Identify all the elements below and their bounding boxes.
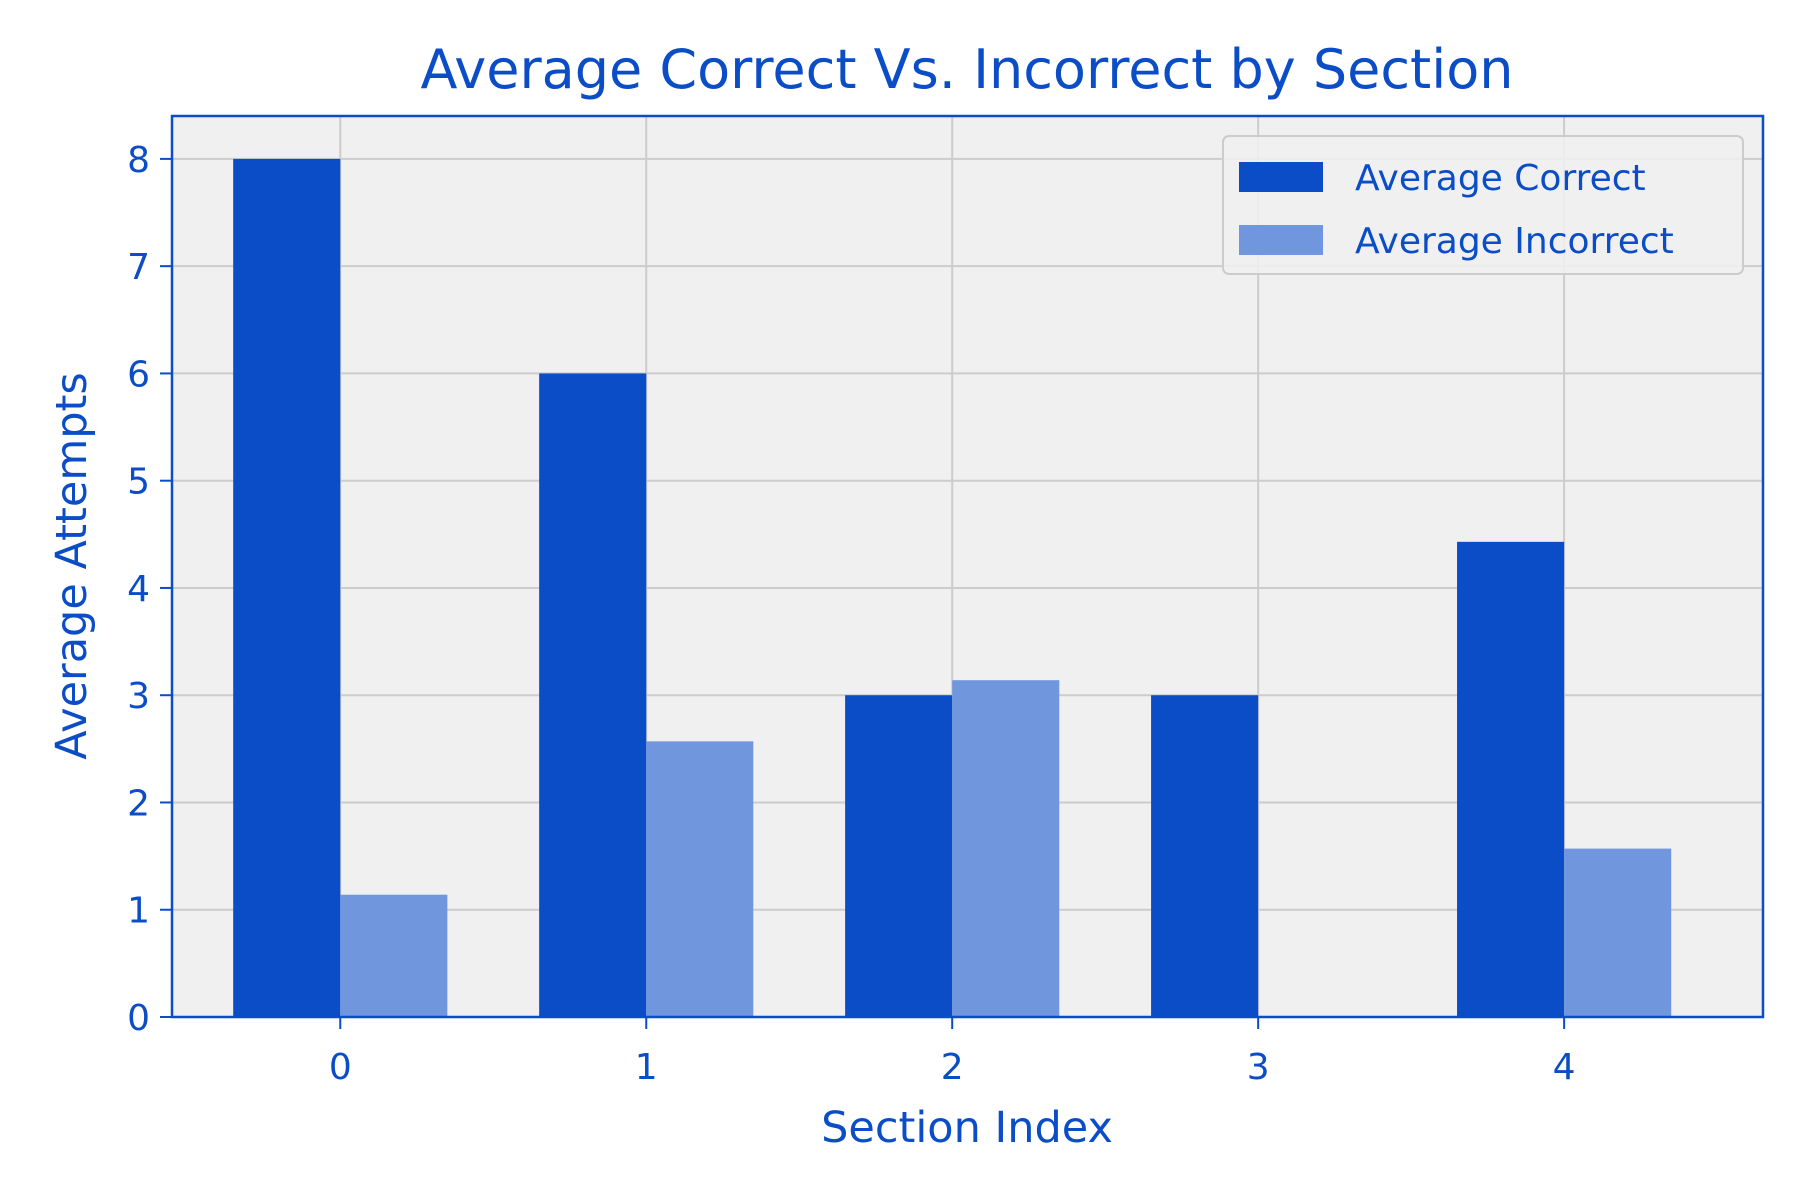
chart-title: Average Correct Vs. Incorrect by Section	[421, 38, 1514, 101]
y-tick-label: 2	[127, 783, 150, 824]
legend-label: Average Incorrect	[1355, 221, 1674, 262]
bar-average-incorrect-2	[952, 680, 1060, 1017]
y-tick-label: 8	[127, 140, 150, 181]
y-axis: 0 1 2 3 4 5 6 7 8	[127, 140, 172, 1039]
plot-frame	[170, 114, 1765, 1019]
y-tick-label: 3	[127, 676, 150, 717]
bar-average-incorrect-0	[340, 894, 448, 1017]
x-tick-label: 4	[1553, 1047, 1576, 1088]
legend-box	[1222, 135, 1744, 275]
y-tick-label: 0	[127, 998, 150, 1039]
bar-average-correct-3	[1151, 695, 1259, 1017]
legend-label: Average Correct	[1355, 158, 1646, 199]
legend-swatch	[1239, 225, 1323, 255]
bars	[233, 158, 1672, 1017]
x-tick-label: 2	[941, 1047, 964, 1088]
bar-average-correct-4	[1457, 541, 1565, 1017]
bar-average-correct-2	[845, 695, 953, 1017]
bar-average-incorrect-4	[1564, 848, 1672, 1017]
bar-average-correct-1	[539, 373, 647, 1017]
x-axis-label: Section Index	[821, 1103, 1113, 1153]
bar-average-correct-0	[233, 158, 341, 1017]
y-tick-label: 5	[127, 462, 150, 503]
y-tick-label: 4	[127, 569, 150, 610]
x-tick-label: 1	[635, 1047, 658, 1088]
y-axis-label: Average Attempts	[47, 372, 97, 760]
legend-swatch	[1239, 162, 1323, 192]
y-tick-label: 7	[127, 247, 150, 288]
y-tick-label: 1	[127, 891, 150, 932]
x-axis: 0 1 2 3 4	[329, 1017, 1576, 1088]
x-tick-label: 3	[1247, 1047, 1270, 1088]
legend: Average Correct Average Incorrect	[1222, 135, 1744, 275]
bar-average-incorrect-1	[646, 741, 754, 1017]
x-tick-label: 0	[329, 1047, 352, 1088]
y-tick-label: 6	[127, 354, 150, 395]
